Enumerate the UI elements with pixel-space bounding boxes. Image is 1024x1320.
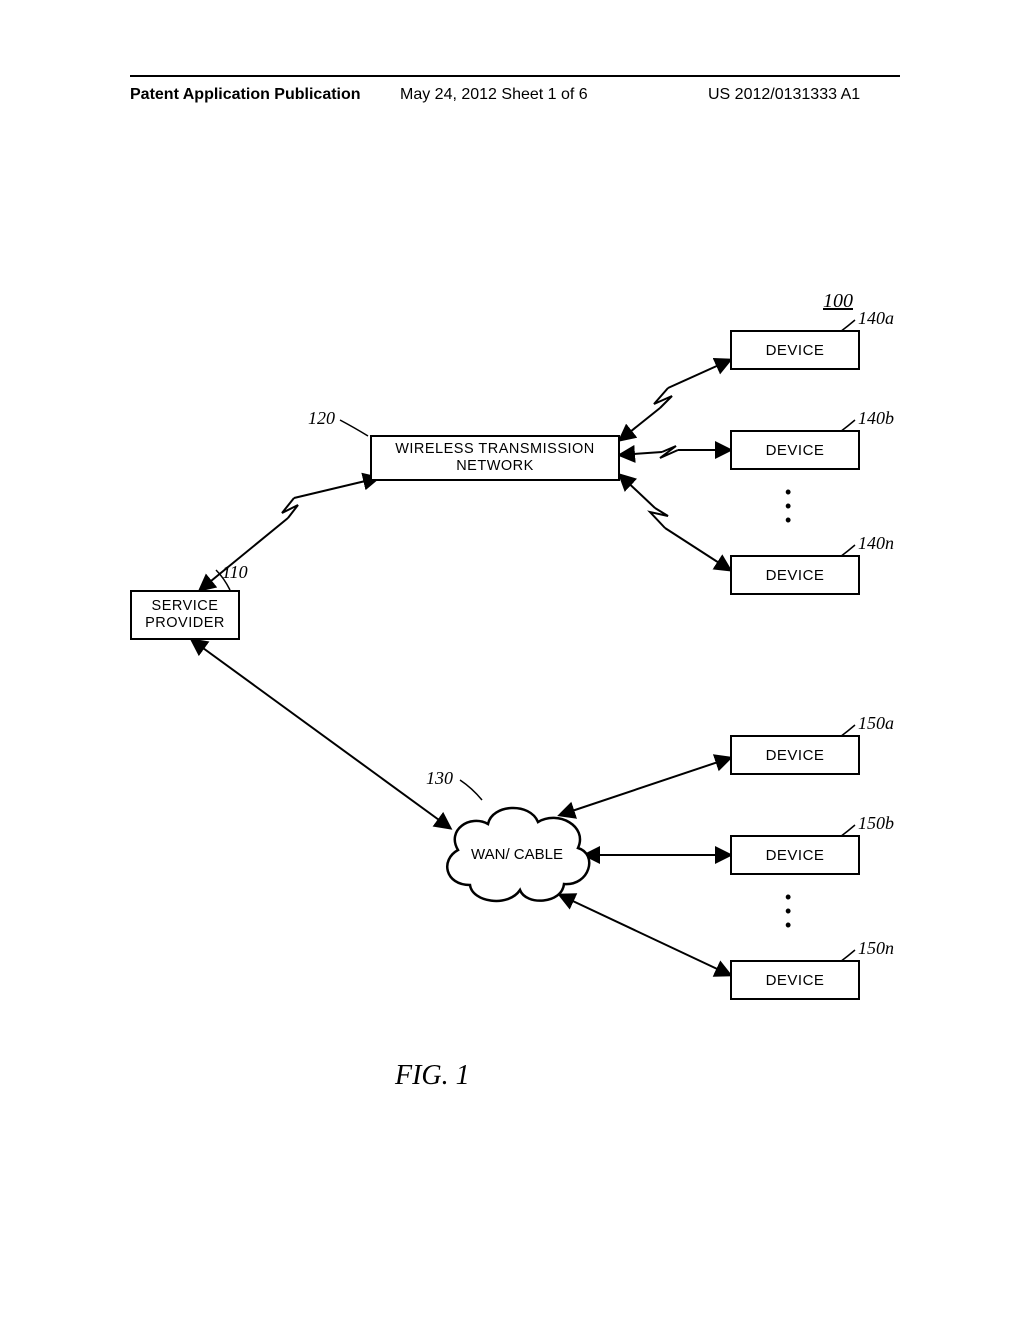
figure-caption: FIG. 1 [395, 1060, 470, 1092]
header-rule [130, 75, 900, 77]
edge-wireless-140n [620, 475, 730, 570]
node-wan-cloud: WAN/ CABLE [430, 790, 600, 920]
ref-150b: 150b [858, 813, 894, 834]
ref-130: 130 [426, 768, 453, 789]
header-right: US 2012/0131333 A1 [708, 86, 860, 104]
ellipsis-140: ••• [785, 485, 791, 527]
edge-wireless-140a [620, 360, 730, 440]
node-label: DEVICE [766, 567, 825, 584]
ref-150n: 150n [858, 938, 894, 959]
node-service-provider: SERVICEPROVIDER [130, 590, 240, 640]
ref-120: 120 [308, 408, 335, 429]
ref-150a: 150a [858, 713, 894, 734]
node-label: DEVICE [766, 847, 825, 864]
node-device-140n: DEVICE [730, 555, 860, 595]
ref-110: 110 [222, 562, 248, 583]
leader-120 [340, 420, 368, 436]
node-device-140b: DEVICE [730, 430, 860, 470]
ref-140n: 140n [858, 533, 894, 554]
ref-140b: 140b [858, 408, 894, 429]
page: Patent Application Publication May 24, 2… [0, 0, 1024, 1320]
figure-1-diagram: 100 [130, 280, 900, 1050]
ellipsis-150: ••• [785, 890, 791, 932]
node-label: SERVICEPROVIDER [145, 598, 225, 631]
edge-wireless-140b [620, 446, 730, 458]
node-label: DEVICE [766, 972, 825, 989]
edge-sp-wan [192, 640, 450, 828]
node-label: DEVICE [766, 342, 825, 359]
header-mid: May 24, 2012 Sheet 1 of 6 [400, 86, 588, 104]
node-label: DEVICE [766, 747, 825, 764]
node-device-150b: DEVICE [730, 835, 860, 875]
node-device-150n: DEVICE [730, 960, 860, 1000]
node-label: WIRELESS TRANSMISSIONNETWORK [395, 441, 595, 474]
header-left: Patent Application Publication [130, 86, 361, 104]
cloud-label: WAN/ CABLE [452, 846, 582, 863]
node-label: DEVICE [766, 442, 825, 459]
ref-140a: 140a [858, 308, 894, 329]
node-device-140a: DEVICE [730, 330, 860, 370]
node-wireless-network: WIRELESS TRANSMISSIONNETWORK [370, 435, 620, 481]
node-device-150a: DEVICE [730, 735, 860, 775]
